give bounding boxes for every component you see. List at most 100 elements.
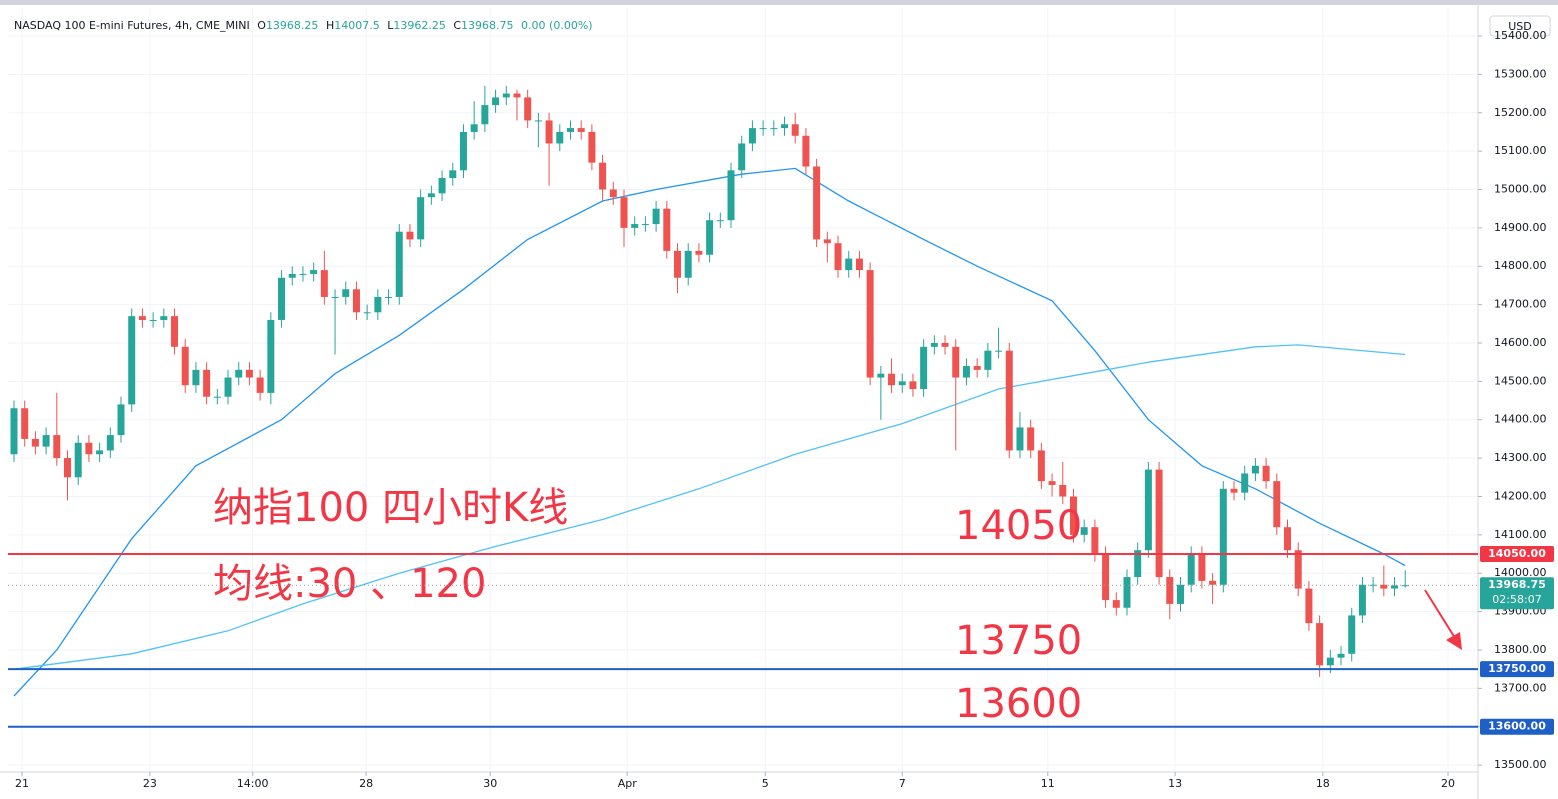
candle-body [267,319,275,393]
candle-body [64,458,72,478]
arrow-shaft [1424,589,1456,639]
moving-average [13,167,1406,697]
candle-body [706,220,714,255]
candle-body [695,250,703,255]
candle-body [781,124,789,129]
price-label-box [1480,577,1554,610]
candle-body [288,273,296,278]
x-tick-label: 23 [143,777,157,790]
candle-body [813,166,821,240]
candle-body [53,435,61,459]
candle-body [492,97,500,106]
candle-body [74,442,82,478]
candle-body [352,289,360,313]
candle-body [1069,496,1077,535]
candle-body [898,381,906,386]
candle-body [235,369,243,378]
candle-body [1326,657,1334,666]
annotation: 纳指100 四小时K线 [213,485,568,531]
candle-body [984,350,992,370]
low-label: L [387,19,394,32]
candle-body [149,319,157,321]
y-tick-label: 13700.00 [1494,681,1547,694]
candle-body [1144,469,1152,551]
candle-body [96,450,104,455]
x-tick-label: 21 [15,777,29,790]
candle-body [1273,481,1281,528]
candle-body [106,435,114,451]
x-tick-label: Apr [618,777,638,790]
candle-body [684,250,692,278]
y-tick-label: 14600.00 [1494,336,1547,349]
candle-body [1155,469,1163,578]
candle-body [171,316,179,347]
level-label-box [1480,546,1554,563]
candle-body [641,224,649,226]
annotation: 13600 [955,681,1082,727]
y-tick-label: 13800.00 [1494,643,1547,656]
marks [10,85,1409,697]
candle-body [995,350,1003,352]
top-border [0,0,1558,5]
candle-body [1337,653,1345,658]
candle-body [652,208,660,225]
candle-body [1358,584,1366,616]
chart-header: NASDAQ 100 E-mini Futures, 4h, CME_MINI … [14,19,593,32]
y-tick-label: 14000.00 [1494,566,1547,579]
candle-body [192,369,200,386]
countdown: 02:58:07 [1492,593,1541,606]
moving-average [13,344,1406,670]
candle-body [952,346,960,378]
x-tick-label: 14:00 [237,777,269,790]
currency[interactable]: USD [1508,20,1532,33]
candle-body [449,170,457,178]
y-tick-label: 14400.00 [1494,413,1547,426]
candle-body [1176,584,1184,604]
x-tick-label: 7 [899,777,906,790]
candle-body [1391,585,1399,589]
candle-body [973,366,981,370]
y-tick-label: 15200.00 [1494,106,1547,119]
candle-body [1294,550,1302,589]
candle-body [85,442,93,455]
candle-body [470,124,478,132]
candle-body [245,369,253,378]
candle-body [481,105,489,125]
candle-body [374,296,382,313]
candle-body [513,93,521,98]
candle-body [845,258,853,271]
annotation: 13750 [955,618,1082,664]
candle-body [278,277,286,320]
candle-body [620,197,628,228]
candle-body [406,231,414,240]
symbol: NASDAQ 100 E-mini Futures, 4h, CME_MINI [14,19,250,32]
candle-body [534,120,542,122]
candle-body [791,124,799,136]
candle-body [855,258,863,271]
currency-button[interactable] [1489,15,1551,37]
candle-body [888,373,896,386]
y-tick-label: 15300.00 [1494,67,1547,80]
open-value: 13968.25 [266,19,319,32]
candle-body [128,316,136,405]
candle-body [770,128,778,130]
candle-body [577,128,585,132]
close-value: 13968.75 [461,19,514,32]
annotation: 14050 [955,503,1082,549]
candle-body [1251,465,1259,474]
candle-body [10,408,18,455]
candle-body [1059,484,1067,497]
candle-body [42,435,50,447]
candle-body [203,369,211,397]
candle-body [395,231,403,297]
candle-body [459,131,467,171]
candle-body [727,170,735,221]
y-tick-label: 15000.00 [1494,183,1547,196]
close-label: C [453,19,461,32]
candle-body [213,396,221,398]
arrow-head [1446,632,1462,650]
y-tick-label: 14200.00 [1494,489,1547,502]
candle-body [877,373,885,378]
